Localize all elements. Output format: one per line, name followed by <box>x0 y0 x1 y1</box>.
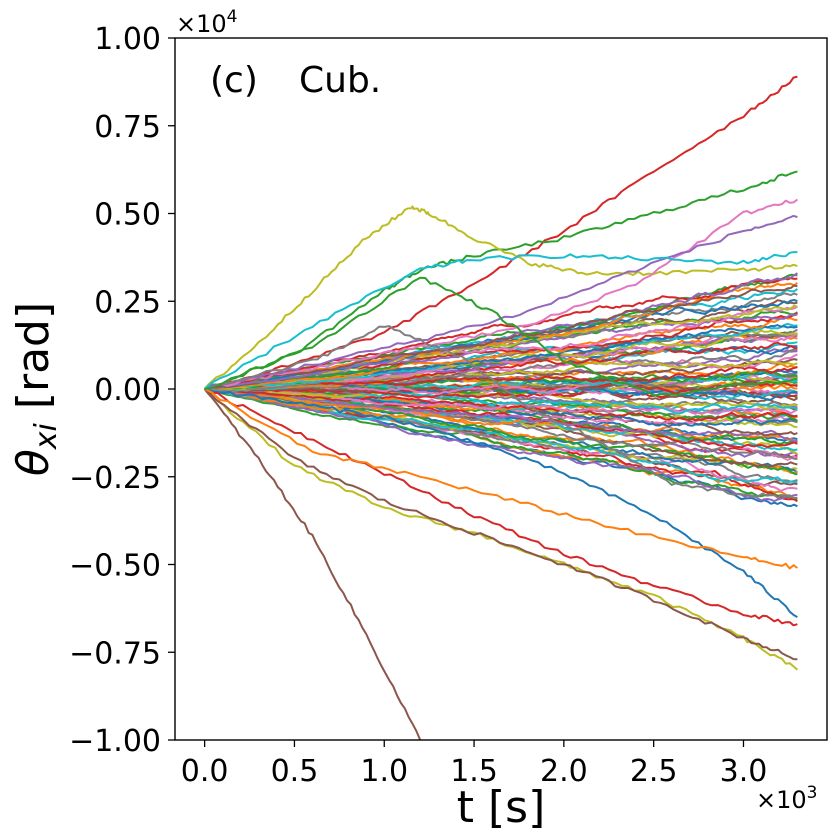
y-tick-label: 1.00 <box>94 22 161 57</box>
series-line-brown-lower <box>203 388 798 661</box>
series-line <box>204 272 798 390</box>
panel-title: Cub. <box>299 60 381 101</box>
x-tick-label: 0.0 <box>181 754 229 789</box>
x-offset-exponent: 3 <box>807 783 818 803</box>
series-line-gray-cross <box>204 325 798 499</box>
series-line <box>204 284 798 390</box>
y-tick-label: 0.50 <box>94 198 161 233</box>
panel-label: (c) <box>210 60 258 101</box>
series-line <box>204 388 798 422</box>
y-tick-label: −0.50 <box>69 549 161 584</box>
x-axis-label: t [s] <box>457 782 546 833</box>
y-axis-unit: [rad] <box>8 302 59 409</box>
x-tick-label: 2.0 <box>540 754 588 789</box>
series-line-red-lower <box>204 388 798 627</box>
series-line-blue-cross <box>204 388 798 618</box>
x-tick-label: 2.5 <box>630 754 678 789</box>
series-line <box>204 388 798 503</box>
x-tick-label: 3.0 <box>720 754 768 789</box>
series-line <box>204 277 798 390</box>
x-axis: 0.0 0.5 1.0 1.5 2.0 2.5 3.0 <box>181 740 768 789</box>
series-line-pink-upper <box>204 198 798 390</box>
x-offset-prefix: ×10 <box>756 786 807 814</box>
series-line-olive-peak <box>203 205 798 390</box>
x-tick-label: 0.5 <box>271 754 319 789</box>
series-line-green-cross <box>204 276 798 397</box>
y-tick-label: 0.00 <box>94 373 161 408</box>
series-line-purple-upper <box>204 214 798 390</box>
series-line-cyan-upper <box>203 251 798 390</box>
series-line <box>204 388 798 442</box>
y-tick-label: −1.00 <box>69 724 161 759</box>
y-axis-subscript: xi <box>29 422 64 450</box>
y-axis-label: θxi [rad] <box>8 302 64 476</box>
y-axis-unit-spacer <box>8 409 59 423</box>
series-line <box>204 282 798 390</box>
series-line-green-upper <box>204 170 798 390</box>
y-axis-symbol: θ <box>8 449 59 476</box>
y-tick-label: 0.25 <box>94 285 161 320</box>
series-layer <box>203 75 799 740</box>
y-tick-label: −0.25 <box>69 461 161 496</box>
y-axis: 1.00 0.75 0.50 0.25 0.00 −0.25 −0.50 −0.75 −1.00 <box>69 22 175 759</box>
x-tick-label: 1.0 <box>360 754 408 789</box>
y-offset-label: ×104 <box>176 7 237 38</box>
series-line <box>204 388 798 500</box>
y-offset-prefix: ×10 <box>176 10 227 38</box>
y-tick-label: −0.75 <box>69 636 161 671</box>
series-line-olive-lower <box>203 388 799 671</box>
series-line-brown-steep <box>203 388 422 740</box>
y-tick-label: 0.75 <box>94 110 161 145</box>
series-line-orange-lower <box>204 388 798 570</box>
x-offset-label: ×103 <box>756 783 817 814</box>
x-tick-label: 1.5 <box>450 754 498 789</box>
y-offset-exponent: 4 <box>227 7 238 27</box>
